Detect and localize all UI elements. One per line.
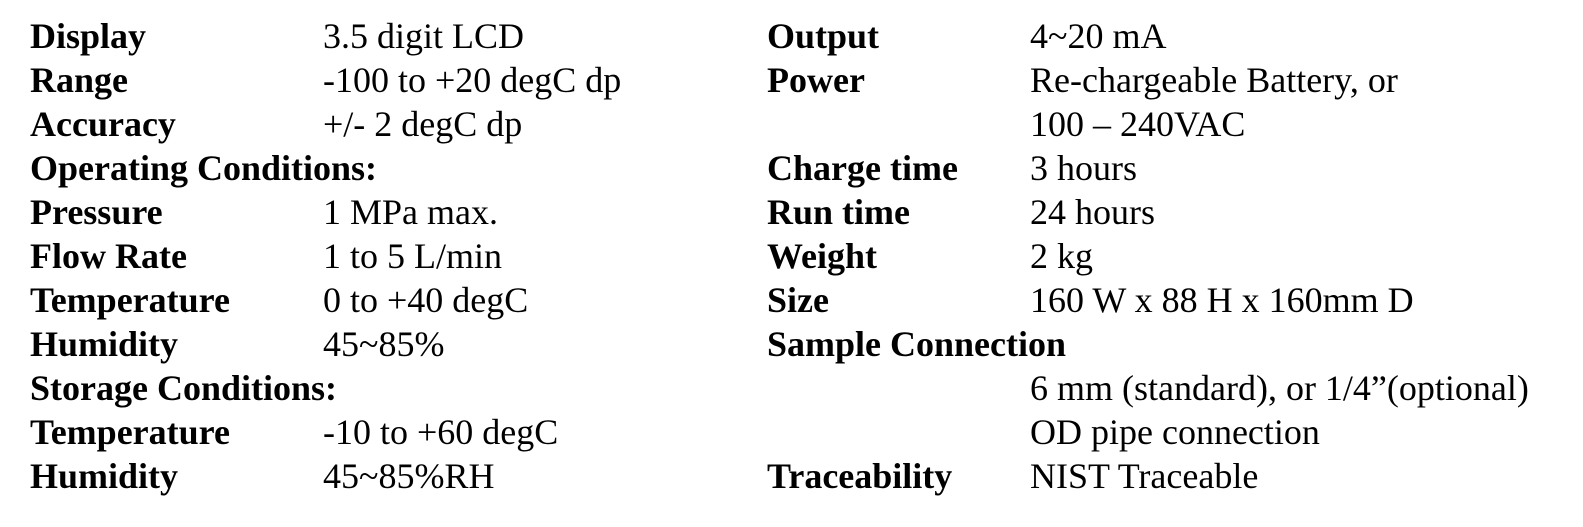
spec-row-power: Power Re-chargeable Battery, or [767,58,1557,102]
spec-label [767,102,1030,146]
spec-label: Charge time [767,148,958,188]
spec-value: +/- 2 degC dp [323,104,523,144]
section-heading: Storage Conditions: [30,368,338,408]
spec-column-right: Output 4~20 mA Power Re-chargeable Batte… [767,14,1557,498]
spec-row-traceability: Traceability NIST Traceable [767,454,1557,498]
spec-value: Re-chargeable Battery, or [1030,60,1398,100]
spec-label: Output [767,16,880,56]
spec-row-operating-humidity: Humidity 45~85% [30,322,767,366]
spec-label: Temperature [30,412,230,452]
spec-value: -100 to +20 degC dp [323,60,622,100]
spec-row-flow-rate: Flow Rate 1 to 5 L/min [30,234,767,278]
spec-row-weight: Weight 2 kg [767,234,1557,278]
spec-label: Pressure [30,192,163,232]
spec-label: Range [30,60,128,100]
section-heading: Operating Conditions: [30,148,378,188]
spec-column-left: Display 3.5 digit LCD Range -100 to +20 … [30,14,767,498]
spec-row-size: Size 160 W x 88 H x 160mm D [767,278,1557,322]
spec-sheet: Display 3.5 digit LCD Range -100 to +20 … [30,14,1557,498]
spec-row-pressure: Pressure 1 MPa max. [30,190,767,234]
spec-row-storage-humidity: Humidity 45~85%RH [30,454,767,498]
spec-label: Traceability [767,456,953,496]
spec-value: 3.5 digit LCD [323,16,525,56]
spec-value: 2 kg [1030,236,1093,276]
spec-value: 1 MPa max. [323,192,498,232]
spec-row-power-continuation: 100 – 240VAC [767,102,1557,146]
spec-label [767,366,1030,410]
spec-value: 4~20 mA [1030,16,1167,56]
spec-label: Size [767,280,829,320]
spec-value: 100 – 240VAC [1030,104,1246,144]
spec-label: Accuracy [30,104,176,144]
spec-section-storage-conditions: Storage Conditions: [30,366,767,410]
spec-label: Temperature [30,280,230,320]
spec-section-sample-connection: Sample Connection [767,322,1557,366]
spec-value: 24 hours [1030,192,1155,232]
spec-label: Power [767,60,865,100]
spec-row-sample-connection-continuation: 6 mm (standard), or 1/4”(optional) [767,366,1557,410]
spec-value: 1 to 5 L/min [323,236,502,276]
spec-row-output: Output 4~20 mA [767,14,1557,58]
spec-label: Humidity [30,456,179,496]
spec-row-run-time: Run time 24 hours [767,190,1557,234]
spec-row-operating-temperature: Temperature 0 to +40 degC [30,278,767,322]
spec-row-display: Display 3.5 digit LCD [30,14,767,58]
spec-value: 0 to +40 degC [323,280,529,320]
spec-row-charge-time: Charge time 3 hours [767,146,1557,190]
spec-label: Display [30,16,147,56]
spec-value: 45~85%RH [323,456,495,496]
spec-value: OD pipe connection [1030,412,1320,452]
spec-label: Humidity [30,324,179,364]
spec-row-storage-temperature: Temperature -10 to +60 degC [30,410,767,454]
spec-row-range: Range -100 to +20 degC dp [30,58,767,102]
spec-label [767,410,1030,454]
spec-label: Run time [767,192,910,232]
spec-label: Weight [767,236,878,276]
spec-value: 3 hours [1030,148,1137,188]
spec-value [323,146,767,190]
spec-value [1030,322,1557,366]
spec-value: 6 mm (standard), or 1/4”(optional) [1030,368,1529,408]
spec-value: NIST Traceable [1030,456,1259,496]
spec-value: 45~85% [323,324,445,364]
spec-value [323,366,767,410]
spec-value: 160 W x 88 H x 160mm D [1030,280,1414,320]
spec-section-operating-conditions: Operating Conditions: [30,146,767,190]
spec-row-accuracy: Accuracy +/- 2 degC dp [30,102,767,146]
spec-value: -10 to +60 degC [323,412,559,452]
spec-label: Flow Rate [30,236,187,276]
section-heading: Sample Connection [767,324,1067,364]
spec-row-sample-connection-continuation-2: OD pipe connection [767,410,1557,454]
